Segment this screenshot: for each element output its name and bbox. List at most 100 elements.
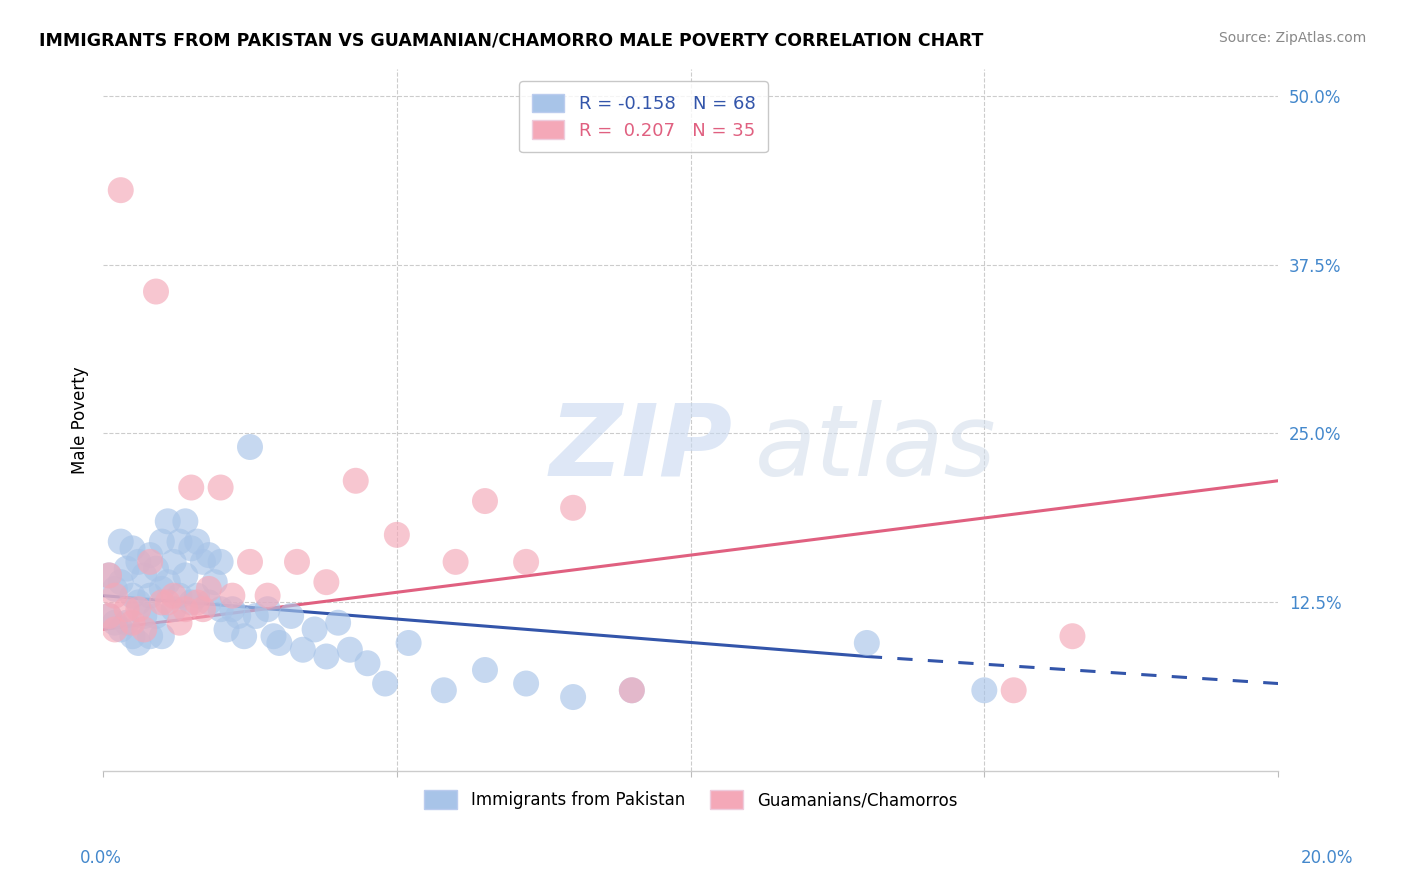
Text: 20.0%: 20.0%	[1301, 849, 1354, 867]
Point	[104, 623, 127, 637]
Point	[174, 514, 197, 528]
Point	[291, 642, 314, 657]
Point	[263, 629, 285, 643]
Point	[127, 555, 149, 569]
Point	[562, 690, 585, 704]
Point	[134, 568, 156, 582]
Point	[256, 602, 278, 616]
Point	[239, 555, 262, 569]
Point	[156, 514, 179, 528]
Point	[115, 561, 138, 575]
Point	[191, 555, 214, 569]
Point	[104, 615, 127, 630]
Point	[315, 575, 337, 590]
Point	[233, 629, 256, 643]
Text: atlas: atlas	[755, 400, 997, 497]
Point	[121, 615, 143, 630]
Text: IMMIGRANTS FROM PAKISTAN VS GUAMANIAN/CHAMORRO MALE POVERTY CORRELATION CHART: IMMIGRANTS FROM PAKISTAN VS GUAMANIAN/CH…	[39, 31, 984, 49]
Point	[515, 555, 537, 569]
Point	[174, 602, 197, 616]
Point	[398, 636, 420, 650]
Point	[134, 609, 156, 624]
Point	[226, 609, 249, 624]
Point	[856, 636, 879, 650]
Point	[162, 602, 184, 616]
Point	[215, 623, 238, 637]
Point	[209, 555, 232, 569]
Point	[150, 534, 173, 549]
Point	[98, 609, 121, 624]
Point	[339, 642, 361, 657]
Point	[162, 555, 184, 569]
Point	[162, 589, 184, 603]
Y-axis label: Male Poverty: Male Poverty	[72, 366, 89, 474]
Point	[115, 602, 138, 616]
Point	[110, 575, 132, 590]
Point	[145, 285, 167, 299]
Point	[150, 595, 173, 609]
Point	[139, 555, 162, 569]
Point	[385, 528, 408, 542]
Point	[474, 494, 496, 508]
Point	[285, 555, 308, 569]
Point	[209, 602, 232, 616]
Point	[209, 481, 232, 495]
Point	[169, 589, 191, 603]
Point	[374, 676, 396, 690]
Point	[150, 582, 173, 596]
Point	[127, 595, 149, 609]
Point	[198, 595, 221, 609]
Point	[269, 636, 291, 650]
Point	[186, 595, 208, 609]
Point	[221, 589, 243, 603]
Point	[315, 649, 337, 664]
Point	[191, 602, 214, 616]
Point	[115, 615, 138, 630]
Text: Source: ZipAtlas.com: Source: ZipAtlas.com	[1219, 31, 1367, 45]
Point	[98, 568, 121, 582]
Point	[204, 575, 226, 590]
Point	[145, 609, 167, 624]
Text: 0.0%: 0.0%	[80, 849, 122, 867]
Point	[98, 609, 121, 624]
Point	[150, 629, 173, 643]
Point	[169, 534, 191, 549]
Point	[104, 589, 127, 603]
Point	[180, 541, 202, 556]
Point	[156, 595, 179, 609]
Point	[180, 595, 202, 609]
Point	[280, 609, 302, 624]
Point	[110, 534, 132, 549]
Point	[444, 555, 467, 569]
Point	[169, 615, 191, 630]
Point	[104, 582, 127, 596]
Legend: Immigrants from Pakistan, Guamanians/Chamorros: Immigrants from Pakistan, Guamanians/Cha…	[418, 783, 963, 816]
Point	[139, 629, 162, 643]
Point	[186, 589, 208, 603]
Point	[186, 534, 208, 549]
Point	[356, 657, 378, 671]
Point	[515, 676, 537, 690]
Point	[174, 568, 197, 582]
Point	[245, 609, 267, 624]
Point	[121, 629, 143, 643]
Point	[156, 575, 179, 590]
Point	[620, 683, 643, 698]
Text: ZIPatlas: ZIPatlas	[550, 400, 945, 497]
Point	[139, 589, 162, 603]
Point	[180, 481, 202, 495]
Point	[121, 541, 143, 556]
Point	[239, 440, 262, 454]
Text: ZIP: ZIP	[550, 400, 733, 497]
Point	[433, 683, 456, 698]
Point	[121, 589, 143, 603]
Point	[198, 582, 221, 596]
Point	[110, 183, 132, 197]
Point	[1062, 629, 1084, 643]
Point	[98, 568, 121, 582]
Point	[127, 636, 149, 650]
Point	[973, 683, 995, 698]
Point	[145, 561, 167, 575]
Point	[139, 548, 162, 562]
Point	[256, 589, 278, 603]
